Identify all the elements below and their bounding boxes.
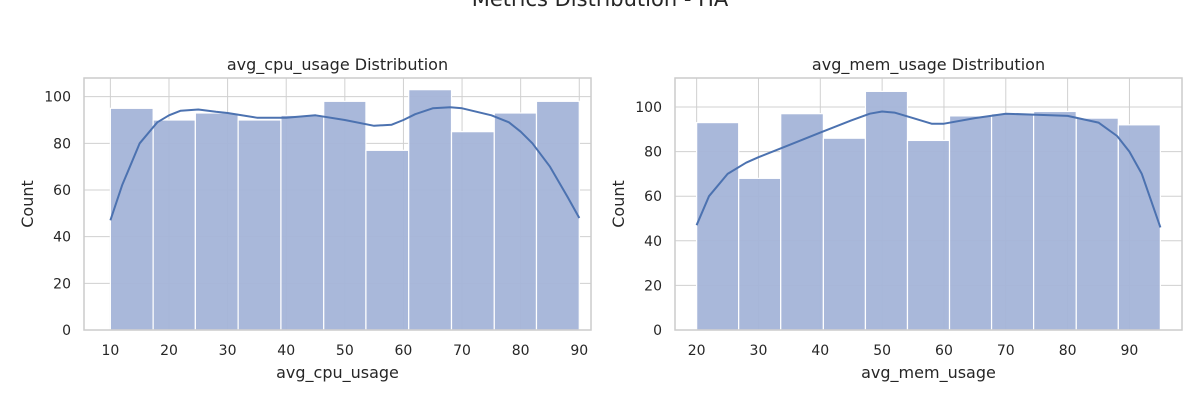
histogram-bar [1033,110,1077,331]
x-tick-label: 40 [811,343,829,359]
x-axis-label: avg_cpu_usage [276,363,399,383]
histogram-bar [780,113,824,331]
figure-title: Metrics Distribution - HA [0,0,1200,11]
histogram-bar [365,149,410,331]
x-tick-label: 40 [277,343,295,359]
x-tick-label: 50 [873,343,891,359]
axes-frame [674,77,1183,331]
y-tick-label: 40 [53,230,71,246]
subplot-title: avg_mem_usage Distribution [812,55,1045,75]
y-tick-label: 20 [644,278,662,294]
histogram-bar [408,89,453,331]
histogram-bar [280,114,325,331]
x-tick-label: 70 [997,343,1015,359]
histogram-bar [323,100,367,331]
y-axis-label: Count [609,180,628,228]
histogram-bar [948,115,993,331]
y-tick-label: 0 [653,323,662,339]
x-tick-label: 80 [1059,343,1077,359]
subplot-title: avg_cpu_usage Distribution [227,55,448,75]
x-axis-label: avg_mem_usage [861,363,996,383]
histogram-bar [696,122,740,331]
x-tick-label: 30 [750,343,768,359]
histogram-bar [237,119,282,331]
x-tick-label: 10 [101,343,119,359]
kde-line [109,106,581,221]
histogram-bar [864,90,909,331]
x-tick-label: 70 [453,343,471,359]
axes-frame [83,77,592,331]
histogram-bar [1075,117,1119,331]
histogram-bar [450,131,495,331]
x-tick-label: 30 [219,343,237,359]
y-tick-label: 100 [635,100,662,116]
y-axis-label: Count [18,180,37,228]
y-tick-label: 80 [644,145,662,161]
x-tick-label: 90 [570,343,588,359]
kde-line [695,110,1162,228]
y-tick-label: 100 [44,90,71,106]
x-tick-label: 80 [512,343,530,359]
x-tick-label: 20 [160,343,178,359]
histogram-bar [535,100,580,331]
y-tick-label: 60 [53,183,71,199]
x-tick-label: 60 [935,343,953,359]
histogram-bar [109,107,154,331]
y-tick-label: 60 [644,189,662,205]
histogram-bar [738,177,782,331]
x-tick-label: 20 [688,343,706,359]
histogram-bar [493,112,538,331]
histogram-bar [990,113,1035,331]
histogram-bar [194,112,239,331]
histogram-bar [1117,124,1161,331]
y-tick-label: 80 [53,136,71,152]
histogram-bar [822,137,867,331]
y-tick-label: 0 [62,323,71,339]
histogram-bar [906,139,951,331]
y-tick-label: 20 [53,276,71,292]
x-tick-label: 60 [395,343,413,359]
histogram-bar [152,119,196,331]
x-tick-label: 50 [336,343,354,359]
y-tick-label: 40 [644,234,662,250]
x-tick-label: 90 [1121,343,1139,359]
